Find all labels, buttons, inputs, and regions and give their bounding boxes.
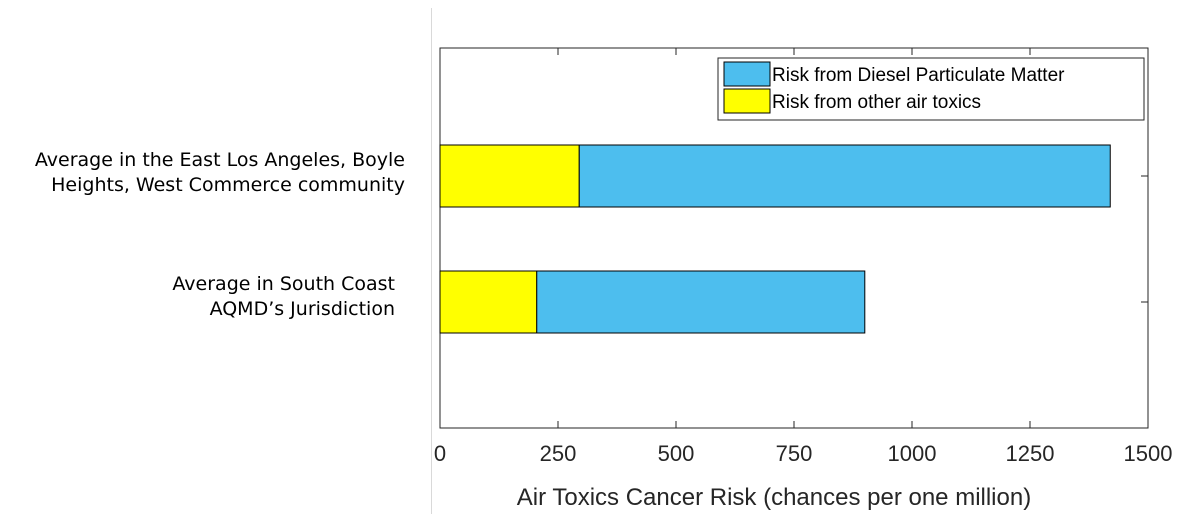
legend-swatch [723, 88, 771, 114]
category-label-east-la: Average in the East Los Angeles, Boyle H… [34, 149, 405, 196]
bar-segment [439, 144, 580, 208]
x-tick-label: 0 [434, 441, 446, 466]
bar-segment [578, 144, 1111, 208]
x-tick-label: 1000 [888, 441, 937, 466]
bar-segment [536, 270, 866, 334]
x-tick-label: 1250 [1006, 441, 1055, 466]
separator-line [431, 8, 432, 514]
bar-segment [439, 270, 538, 334]
category-label-south-coast: Average in South Coast AQMD’s Jurisdicti… [172, 273, 395, 320]
legend-label: Risk from Diesel Particulate Matter [772, 65, 1065, 86]
x-tick-label: 1500 [1124, 441, 1173, 466]
legend-box [717, 57, 1145, 121]
x-tick-label: 500 [658, 441, 695, 466]
x-axis-label: Air Toxics Cancer Risk (chances per one … [517, 484, 1031, 511]
x-tick-label: 250 [540, 441, 577, 466]
x-tick-label: 750 [776, 441, 813, 466]
legend-swatch [723, 61, 771, 87]
legend-label: Risk from other air toxics [772, 92, 981, 113]
